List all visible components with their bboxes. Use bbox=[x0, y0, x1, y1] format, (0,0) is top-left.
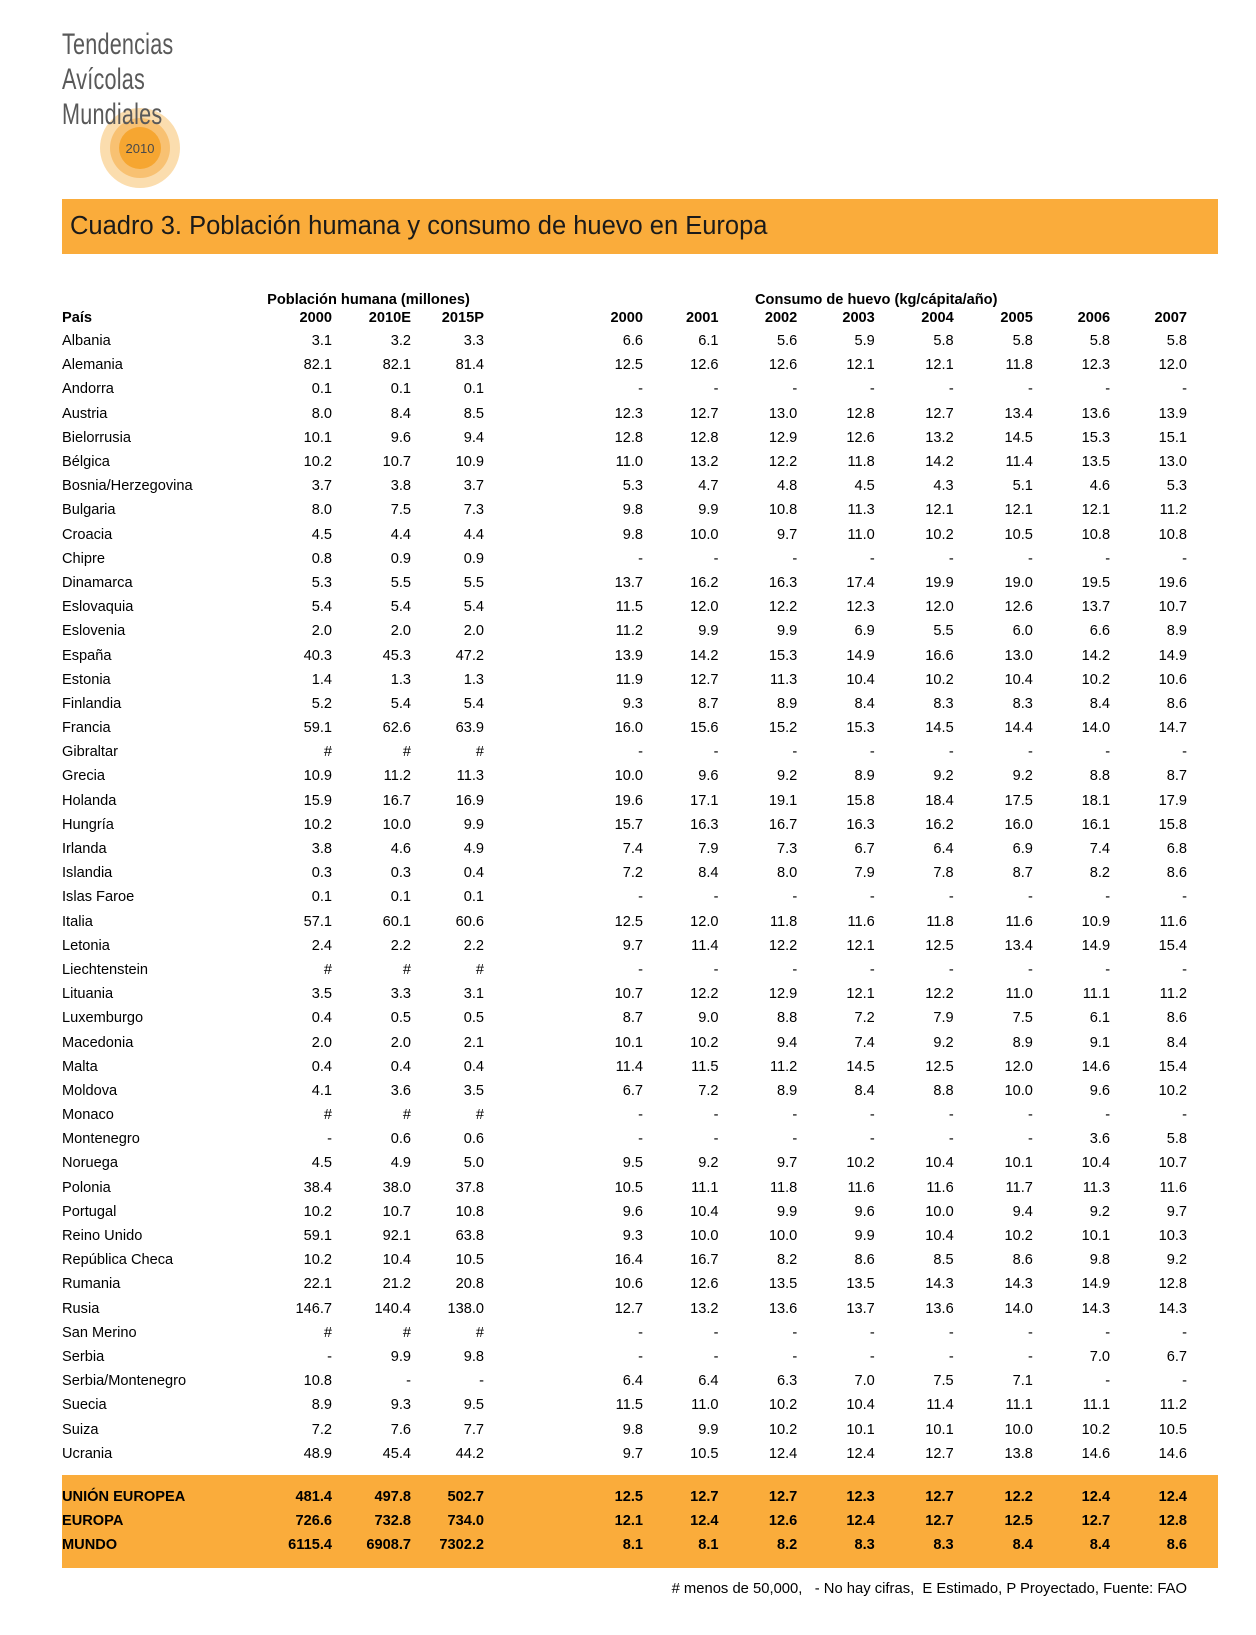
svg-text:2010: 2010 bbox=[126, 141, 155, 156]
